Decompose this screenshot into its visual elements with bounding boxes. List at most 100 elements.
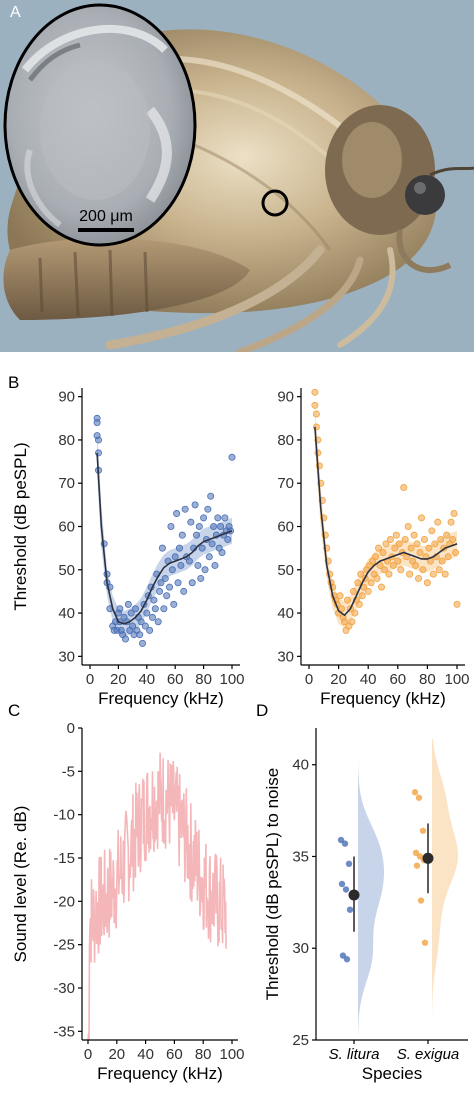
x-tick-label: 80: [195, 671, 212, 688]
data-point: [146, 626, 154, 634]
y-tick-label: 40: [277, 605, 294, 622]
data-point: [354, 579, 362, 587]
data-point: [431, 540, 439, 548]
data-point: [428, 527, 436, 535]
data-point: [413, 540, 421, 548]
data-point: [191, 501, 199, 509]
y-tick-label: 0: [67, 720, 75, 737]
data-point: [452, 548, 460, 556]
data-point: [139, 639, 147, 647]
data-point: [392, 531, 400, 539]
data-point: [375, 544, 383, 552]
data-point: [441, 570, 449, 578]
x-tick-label: 0: [86, 671, 94, 688]
x-axis-label: Frequency (kHz): [320, 689, 446, 708]
data-point: [342, 886, 350, 893]
data-point: [416, 548, 424, 556]
data-point: [170, 600, 178, 608]
data-point: [181, 505, 189, 513]
data-point: [127, 609, 135, 617]
y-axis-label: Threshold (dB peSPL) to noise: [263, 768, 282, 1000]
data-point: [373, 574, 381, 582]
data-point: [208, 540, 216, 548]
x-tick-label: 100: [444, 671, 469, 688]
x-tick-label: 40: [137, 1046, 154, 1063]
y-tick-label: 40: [58, 605, 75, 622]
data-point: [312, 423, 320, 431]
data-point: [449, 535, 457, 543]
data-point: [391, 544, 399, 552]
x-tick-label: 0: [84, 1046, 92, 1063]
x-tick-label: 80: [195, 1046, 212, 1063]
fit-line: [96, 452, 233, 625]
data-point: [205, 553, 213, 561]
data-point: [341, 618, 349, 626]
data-point: [166, 583, 174, 591]
data-point: [224, 535, 232, 543]
y-axis-label: Threshold (dB peSPL): [11, 442, 30, 610]
data-point: [100, 540, 108, 548]
data-point: [187, 518, 195, 526]
data-point: [311, 401, 319, 409]
data-point: [415, 794, 423, 801]
data-point: [417, 897, 425, 904]
y-tick-label: 40: [292, 757, 309, 774]
data-point: [148, 613, 156, 621]
data-point: [160, 605, 168, 613]
data-point: [137, 618, 145, 626]
x-tick-label: 60: [389, 671, 406, 688]
data-point: [404, 523, 412, 531]
panel-b-label: B: [8, 373, 19, 392]
data-point: [435, 566, 443, 574]
y-tick-label: -25: [53, 937, 75, 954]
data-point: [95, 436, 103, 444]
data-point: [158, 544, 166, 552]
y-tick-label: 80: [277, 432, 294, 449]
y-tick-label: -20: [53, 893, 75, 910]
data-point: [386, 535, 394, 543]
data-point: [124, 600, 132, 608]
data-point: [395, 540, 403, 548]
confidence-band: [97, 431, 232, 637]
y-tick-label: 30: [277, 648, 294, 665]
mean-marker: [348, 889, 360, 901]
data-point: [163, 592, 171, 600]
data-point: [157, 579, 165, 587]
y-tick-label: 50: [58, 562, 75, 579]
data-point: [228, 453, 236, 461]
x-tick-label: 40: [360, 671, 377, 688]
x-category-label: S. exigua: [397, 1046, 460, 1063]
data-point: [178, 531, 186, 539]
data-point: [150, 596, 158, 604]
data-point: [355, 600, 363, 608]
x-tick-label: 40: [138, 671, 155, 688]
data-point: [211, 561, 219, 569]
data-point: [417, 514, 425, 522]
x-tick-label: 80: [419, 671, 436, 688]
data-point: [312, 410, 320, 418]
data-point: [204, 505, 212, 513]
data-point: [174, 579, 182, 587]
data-point: [338, 880, 346, 888]
data-point: [156, 587, 164, 595]
data-point: [122, 635, 130, 643]
y-tick-label: 90: [58, 389, 75, 406]
data-point: [200, 514, 208, 522]
data-point: [218, 548, 226, 556]
data-point: [412, 561, 420, 569]
data-point: [410, 531, 418, 539]
data-point: [173, 510, 181, 518]
data-point: [413, 862, 421, 869]
scale-bar-label: 200 μm: [79, 208, 133, 225]
mean-marker: [422, 852, 434, 864]
data-point: [131, 605, 139, 613]
x-tick-label: 0: [305, 671, 313, 688]
x-tick-label: 100: [219, 671, 244, 688]
y-tick-label: -35: [53, 1023, 75, 1040]
violin-density: [358, 739, 384, 1037]
data-point: [364, 587, 372, 595]
x-tick-label: 20: [330, 671, 347, 688]
fit-line: [314, 426, 458, 617]
data-point: [394, 557, 402, 565]
